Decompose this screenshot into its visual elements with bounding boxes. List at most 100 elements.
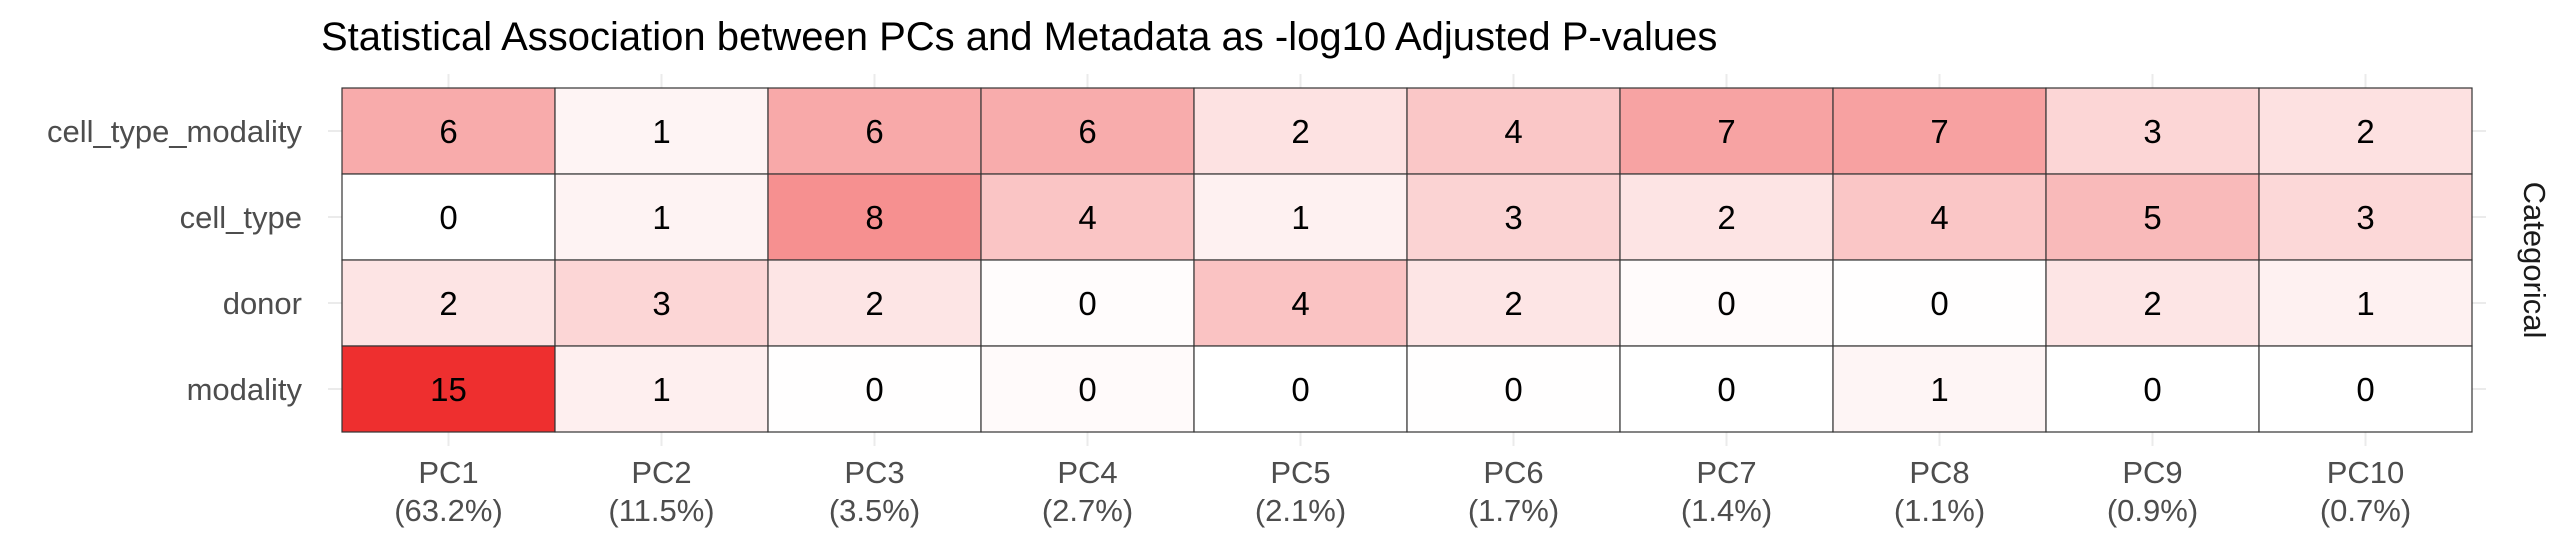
cell-value-label: 6 (865, 113, 883, 150)
cell-value-label: 0 (439, 199, 457, 236)
cell-value-label: 0 (1078, 285, 1096, 322)
column-variance-label: (1.1%) (1894, 493, 1985, 528)
cell-value-label: 7 (1717, 113, 1735, 150)
column-variance-label: (11.5%) (608, 493, 714, 528)
column-label: PC6 (1483, 455, 1543, 490)
cell-value-label: 0 (1078, 371, 1096, 408)
cell-value-label: 6 (1078, 113, 1096, 150)
cell-value-label: 2 (865, 285, 883, 322)
heatmap-cell (2045, 259, 2260, 347)
heatmap-cell (1406, 259, 1621, 347)
column-label: PC9 (2122, 455, 2182, 490)
row-label: cell_type_modality (47, 114, 303, 149)
column-variance-label: (1.4%) (1681, 493, 1772, 528)
column-variance-label: (1.7%) (1468, 493, 1559, 528)
column-variance-label: (2.7%) (1042, 493, 1133, 528)
cell-value-label: 0 (2143, 371, 2161, 408)
cell-value-label: 2 (1504, 285, 1522, 322)
cell-value-label: 5 (2143, 199, 2161, 236)
heatmap-cell (1619, 87, 1834, 175)
chart-title: Statistical Association between PCs and … (321, 15, 1717, 59)
heatmap-cell (1619, 259, 1834, 347)
cell-value-label: 2 (2143, 285, 2161, 322)
cell-value-label: 4 (1930, 199, 1948, 236)
row-label: donor (223, 286, 302, 321)
heatmap-cell (1193, 345, 1408, 433)
heatmap-cell (1193, 173, 1408, 261)
column-variance-label: (0.9%) (2107, 493, 2198, 528)
cell-value-label: 0 (1930, 285, 1948, 322)
cell-value-label: 2 (2356, 113, 2374, 150)
heatmap-cell (1832, 87, 2047, 175)
cell-value-label: 0 (1291, 371, 1309, 408)
heatmap-cell (2258, 259, 2473, 347)
heatmap-cell (1406, 87, 1621, 175)
heatmap-cell (1406, 173, 1621, 261)
cell-value-label: 1 (1291, 199, 1309, 236)
column-label: PC2 (631, 455, 691, 490)
heatmap-cell (767, 87, 982, 175)
cell-value-label: 7 (1930, 113, 1948, 150)
cell-value-label: 3 (652, 285, 670, 322)
cell-value-label: 4 (1078, 199, 1096, 236)
cell-value-label: 8 (865, 199, 883, 236)
heatmap-cell (1193, 87, 1408, 175)
cell-value-label: 4 (1291, 285, 1309, 322)
column-label: PC10 (2327, 455, 2405, 490)
heatmap-cell (2045, 173, 2260, 261)
heatmap-cell (2045, 87, 2260, 175)
cell-value-label: 4 (1504, 113, 1522, 150)
heatmap-cell (1832, 173, 2047, 261)
heatmap-cell (554, 259, 769, 347)
column-variance-label: (0.7%) (2320, 493, 2411, 528)
cell-value-label: 3 (2356, 199, 2374, 236)
row-label: cell_type (180, 200, 302, 235)
heatmap-cell (767, 345, 982, 433)
heatmap-cell (554, 173, 769, 261)
cell-value-label: 2 (1291, 113, 1309, 150)
column-label: PC1 (418, 455, 478, 490)
column-label: PC7 (1696, 455, 1756, 490)
column-variance-label: (2.1%) (1255, 493, 1346, 528)
cell-value-label: 3 (1504, 199, 1522, 236)
heatmap-cell (341, 173, 556, 261)
cell-value-label: 1 (2356, 285, 2374, 322)
heatmap-cell (2258, 173, 2473, 261)
cell-value-label: 2 (1717, 199, 1735, 236)
cell-value-label: 1 (1930, 371, 1948, 408)
heatmap-cell (980, 259, 1195, 347)
cell-value-label: 0 (1717, 371, 1735, 408)
cell-value-label: 2 (439, 285, 457, 322)
cell-value-label: 0 (1717, 285, 1735, 322)
heatmap-cell (1193, 259, 1408, 347)
heatmap-cell (980, 345, 1195, 433)
heatmap-cell (2258, 345, 2473, 433)
heatmap-cell (341, 259, 556, 347)
column-label: PC8 (1909, 455, 1969, 490)
column-variance-label: (3.5%) (829, 493, 920, 528)
cell-value-label: 1 (652, 199, 670, 236)
cell-value-label: 3 (2143, 113, 2161, 150)
cell-value-label: 1 (652, 371, 670, 408)
cell-value-label: 15 (430, 371, 467, 408)
cell-value-label: 6 (439, 113, 457, 150)
column-labels: PC1(63.2%) PC2(11.5%) PC3(3.5%) PC4(2.7%) PC… (394, 455, 2411, 528)
heatmap-cell (554, 345, 769, 433)
column-label: PC5 (1270, 455, 1330, 490)
cell-value-label: 0 (865, 371, 883, 408)
row-label: modality (187, 372, 303, 407)
column-label: PC4 (1057, 455, 1117, 490)
heatmap-cell (2258, 87, 2473, 175)
cell-value-label: 0 (2356, 371, 2374, 408)
cell-value-label: 1 (652, 113, 670, 150)
heatmap-cell (1619, 345, 1834, 433)
heatmap-cell (1832, 259, 2047, 347)
column-label: PC3 (844, 455, 904, 490)
heatmap-cell (767, 259, 982, 347)
heatmap-cells: 6 1 6 6 2 4 7 7 3 2 0 1 8 4 1 3 2 4 5 3 2 3 2 0 4 2 0 0 2 1 15 1 0 0 0 0 0 1 0… (341, 87, 2473, 433)
cell-value-label: 0 (1504, 371, 1522, 408)
facet-strip-label: Categorical (2517, 182, 2550, 339)
heatmap-cell (341, 345, 556, 433)
